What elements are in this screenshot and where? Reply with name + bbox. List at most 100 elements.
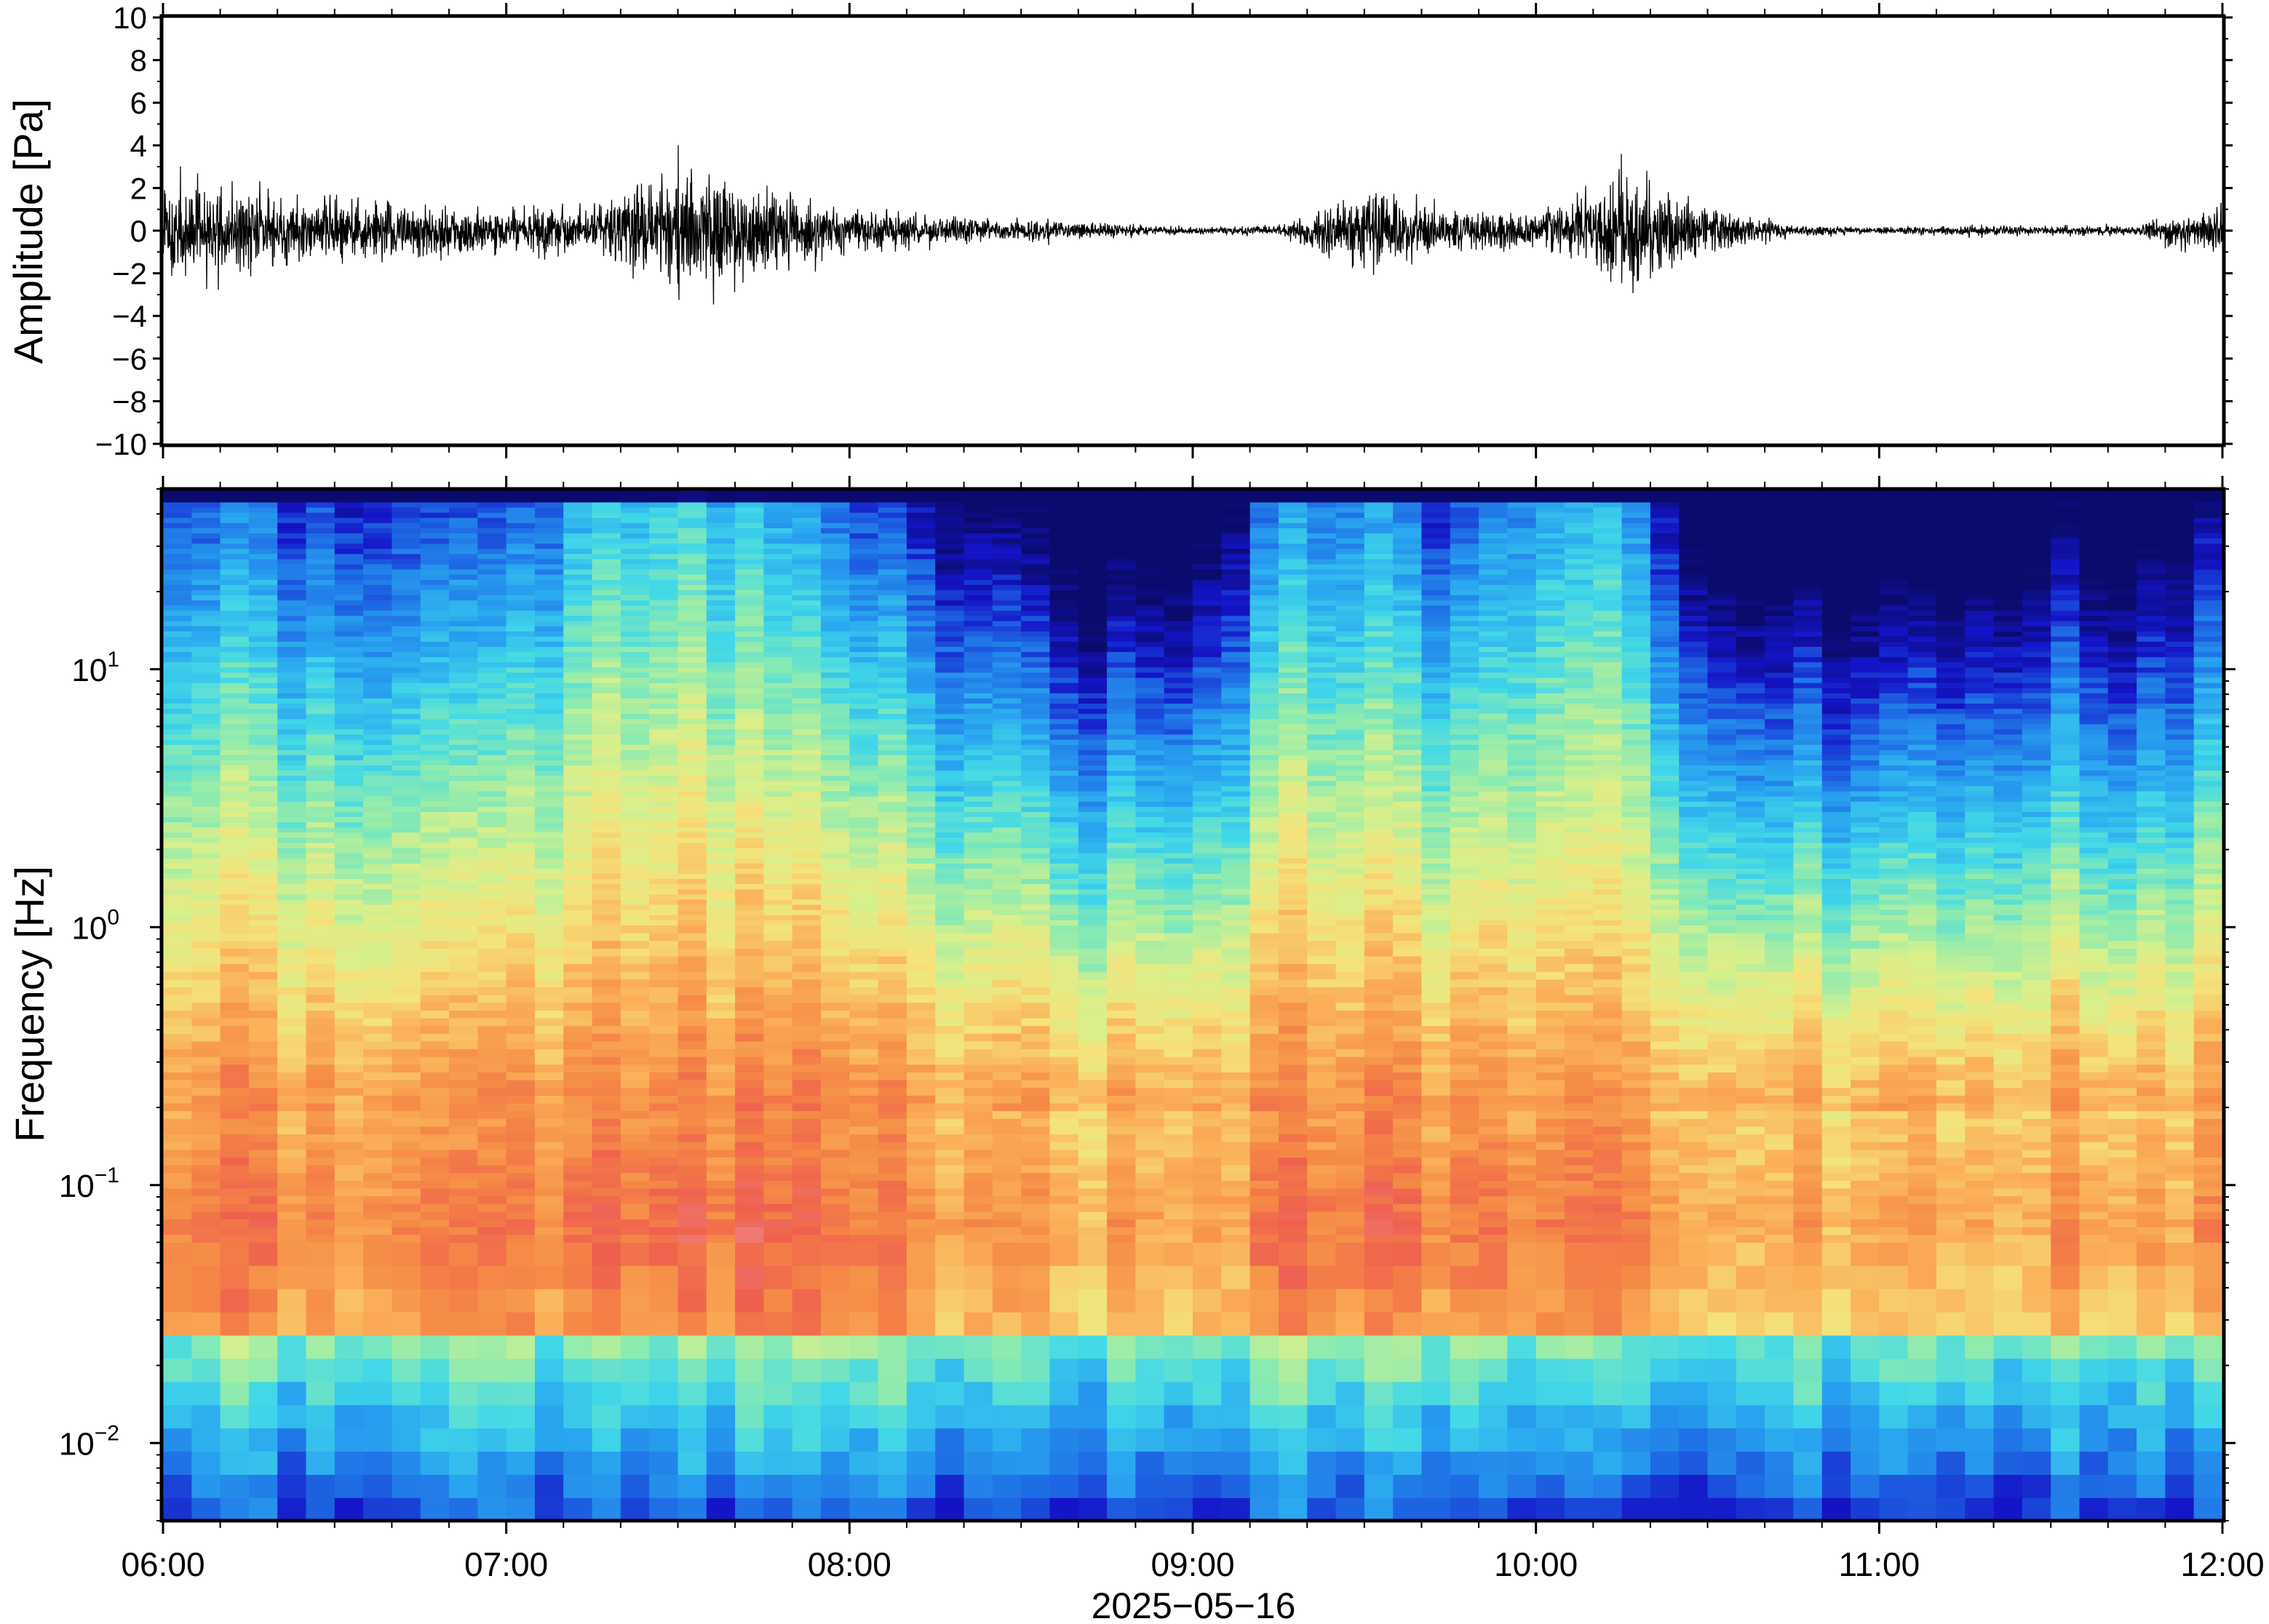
spectrogram-cell — [420, 610, 450, 616]
spectrogram-cell — [1107, 682, 1137, 688]
spectrogram-cell — [735, 1134, 765, 1142]
spectrogram-cell — [1021, 1474, 1051, 1498]
spectrogram-cell — [792, 1203, 822, 1212]
spectrogram-cell — [392, 744, 421, 750]
spectrogram-cell — [620, 1087, 650, 1096]
spectrogram-cell — [620, 610, 650, 616]
spectrogram-cell — [706, 620, 736, 626]
spectrogram-cell — [849, 666, 879, 673]
spectrogram-cell — [906, 744, 937, 750]
spectrogram-cell — [763, 584, 793, 591]
spectrogram-cell — [248, 1404, 279, 1429]
spectrogram-cell — [620, 1102, 650, 1112]
spectrogram-cell — [449, 1087, 479, 1096]
spectrogram-cell — [477, 1134, 507, 1142]
spectrogram-cell — [534, 666, 565, 673]
spectrogram-cell — [306, 1048, 335, 1057]
spectrogram-cell — [649, 832, 679, 838]
spectrogram-cell — [306, 1172, 335, 1181]
spectrogram-cell — [248, 1110, 279, 1119]
spectrogram-cell — [735, 563, 765, 570]
spectrogram-cell — [1135, 1474, 1165, 1498]
spectrogram-cell — [763, 888, 793, 895]
spectrogram-cell — [306, 1025, 335, 1034]
spectrogram-cell — [534, 1234, 565, 1243]
spectrogram-cell — [506, 1211, 536, 1220]
spectrogram-cell — [1078, 1064, 1108, 1072]
spectrogram-cell — [1135, 749, 1165, 755]
spectrogram-cell — [449, 1072, 479, 1080]
spectrogram-cell — [1107, 811, 1137, 818]
spectrogram-cell — [334, 1187, 364, 1197]
spectrogram-cell — [248, 672, 279, 678]
spectrogram-cell — [363, 1428, 393, 1452]
spectrogram-cell — [1135, 1056, 1165, 1065]
spectrogram-cell — [449, 1134, 479, 1142]
spectrogram-cell — [334, 821, 364, 828]
spectrogram-cell — [792, 994, 822, 1003]
spectrogram-cell — [449, 1149, 479, 1158]
spectrogram-cell — [506, 636, 536, 642]
spectrogram-cell — [1021, 932, 1051, 942]
spectrogram-cell — [906, 1180, 937, 1189]
spectrogram-cell — [449, 1497, 479, 1519]
spectrogram-cell — [248, 979, 279, 987]
spectrogram-cell — [620, 1032, 650, 1042]
spectrogram-cell — [763, 605, 793, 611]
spectrogram-cell — [620, 904, 650, 910]
spectrogram-cell — [334, 780, 364, 787]
spectrogram-cell — [620, 1195, 650, 1204]
spectrogram-cell — [620, 491, 650, 498]
spectrogram-cell — [277, 600, 307, 606]
spectrogram-cell — [1107, 987, 1137, 995]
spectrogram-cell — [420, 1095, 450, 1104]
spectrogram-cell — [677, 1451, 707, 1475]
spectrogram-cell — [306, 1102, 335, 1112]
spectrogram-cell — [592, 873, 621, 880]
spectrogram-cell — [677, 533, 707, 539]
spectrogram-cell — [1107, 1010, 1137, 1019]
spectrogram-cell — [1135, 641, 1165, 648]
spectrogram-cell — [277, 543, 307, 549]
spectrogram-cell — [420, 932, 450, 942]
spectrogram-cell — [1107, 579, 1137, 585]
spectrogram-cell — [420, 1381, 450, 1406]
spectrogram-cell — [477, 666, 507, 673]
spectrogram-cell — [878, 868, 907, 874]
spectrogram-cell — [191, 522, 221, 528]
spectrogram-cell — [821, 1242, 851, 1266]
spectrogram-cell — [1021, 842, 1051, 848]
spectrogram-cell — [334, 739, 364, 745]
spectrogram-cell — [992, 780, 1022, 787]
spectrogram-cell — [677, 770, 707, 776]
spectrogram-cell — [1164, 1226, 1193, 1235]
spectrogram-cell — [248, 1002, 279, 1011]
spectrogram-cell — [420, 1025, 450, 1034]
spectrogram-cell — [649, 806, 679, 812]
spectrogram-cell — [163, 785, 193, 792]
spectrogram-cell — [1135, 1311, 1165, 1336]
spectrogram-cell — [506, 1149, 536, 1158]
spectrogram-cell — [706, 739, 736, 745]
spectrogram-cell — [392, 630, 421, 637]
spectrogram-cell — [477, 584, 507, 591]
spectrogram-cell — [735, 780, 765, 787]
spectrogram-cell — [706, 1497, 736, 1519]
spectrogram-cell — [963, 765, 993, 771]
spectrogram-cell — [1078, 506, 1108, 513]
spectrogram-cell — [649, 852, 679, 859]
spectrogram-cell — [735, 963, 765, 972]
spectrogram-cell — [592, 832, 621, 838]
spectrogram-cell — [821, 940, 851, 949]
spectrogram-cell — [477, 888, 507, 895]
spectrogram-cell — [220, 666, 250, 673]
spectrogram-cell — [992, 610, 1022, 616]
spectrogram-cell — [1135, 1110, 1165, 1119]
spectrogram-cell — [449, 517, 479, 523]
spectrogram-cell — [220, 909, 250, 915]
spectrogram-cell — [220, 1180, 250, 1189]
spectrogram-cell — [992, 837, 1022, 843]
spectrogram-cell — [534, 512, 565, 518]
spectrogram-cell — [163, 584, 193, 591]
spectrogram-cell — [220, 1242, 250, 1266]
